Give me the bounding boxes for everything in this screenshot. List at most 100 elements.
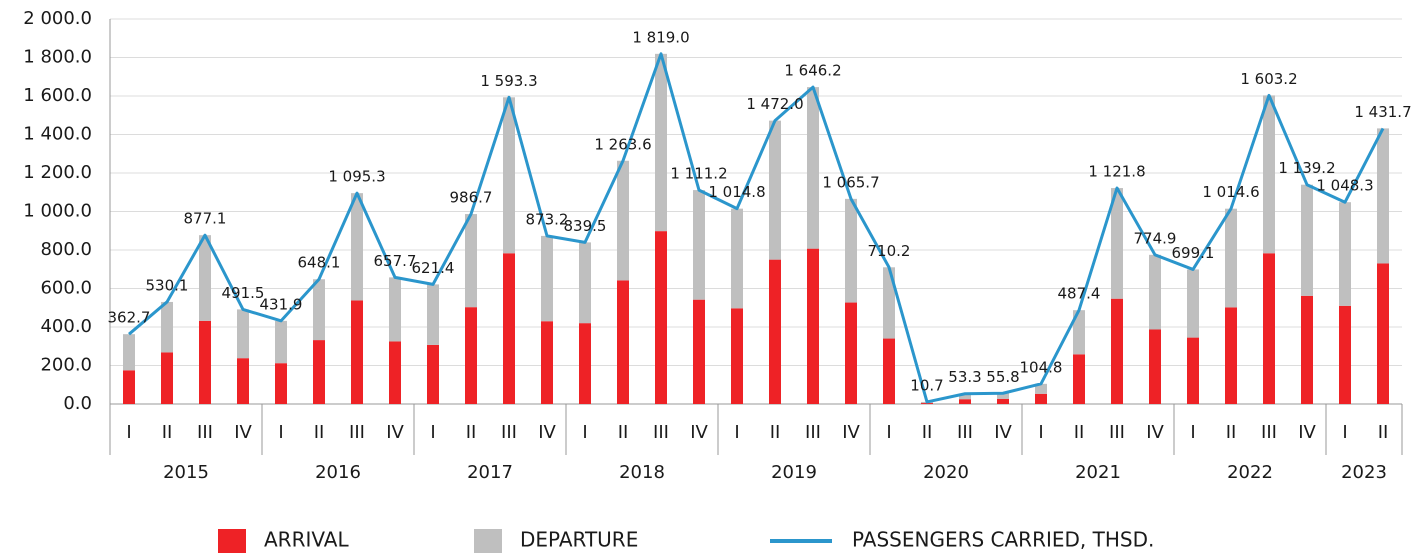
bar [1073, 354, 1085, 404]
bar [389, 341, 401, 404]
x-tick-label: I [886, 422, 891, 443]
bar [161, 301, 173, 353]
data-label: 1 603.2 [1240, 70, 1297, 88]
data-label: 53.3 [948, 368, 981, 386]
bar [1263, 95, 1275, 254]
y-tick-label: 2 000.0 [23, 8, 92, 29]
group-label: 2021 [1075, 462, 1121, 483]
x-tick-label: III [1109, 422, 1125, 443]
bar [731, 308, 743, 404]
x-tick-label: II [1378, 422, 1389, 443]
bar [123, 334, 135, 371]
bar [237, 358, 249, 404]
x-tick-label: I [1190, 422, 1195, 443]
data-label: 621.4 [412, 259, 455, 277]
x-tick-label: II [770, 422, 781, 443]
x-tick-label: I [126, 422, 131, 443]
data-label: 1 646.2 [784, 62, 841, 80]
x-tick-label: I [278, 422, 283, 443]
data-label: 774.9 [1134, 229, 1177, 247]
x-tick-label: IV [538, 422, 556, 443]
bar [313, 279, 325, 341]
data-label: 877.1 [184, 210, 227, 228]
legend-swatch [474, 529, 502, 553]
group-label: 2022 [1227, 462, 1273, 483]
x-tick-label: II [1226, 422, 1237, 443]
bar [541, 321, 553, 404]
data-label: 1 472.0 [746, 95, 803, 113]
legend-label: DEPARTURE [520, 528, 638, 552]
data-label: 431.9 [260, 295, 303, 313]
y-tick-label: 200.0 [40, 355, 92, 376]
x-tick-label: IV [842, 422, 860, 443]
bar [351, 300, 363, 404]
bar [1035, 393, 1047, 404]
bar [693, 190, 705, 300]
bar [1377, 263, 1389, 404]
x-tick-label: I [1342, 422, 1347, 443]
x-tick-label: III [501, 422, 517, 443]
bar [579, 242, 591, 324]
x-tick-label: III [349, 422, 365, 443]
data-label: 710.2 [868, 242, 911, 260]
bar [199, 235, 211, 321]
bar [503, 253, 515, 404]
data-label: 1 014.6 [1202, 183, 1259, 201]
data-label: 55.8 [986, 368, 1019, 386]
bar [237, 309, 249, 359]
x-tick-label: I [430, 422, 435, 443]
group-label: 2018 [619, 462, 665, 483]
bar [351, 193, 363, 301]
bar [123, 370, 135, 404]
data-label: 530.1 [146, 276, 189, 294]
y-tick-label: 1 800.0 [23, 47, 92, 68]
bar [541, 235, 553, 322]
bar [769, 120, 781, 260]
x-tick-label: III [653, 422, 669, 443]
y-tick-label: 1 400.0 [23, 124, 92, 145]
data-label: 1 065.7 [822, 173, 879, 191]
group-label: 2015 [163, 462, 209, 483]
data-label: 487.4 [1058, 285, 1101, 303]
data-label: 362.7 [108, 309, 151, 327]
bar [1339, 305, 1351, 404]
data-label: 873.2 [526, 210, 569, 228]
bar [275, 320, 287, 364]
x-tick-label: IV [386, 422, 404, 443]
bar [1225, 208, 1237, 308]
bar [427, 284, 439, 345]
data-label: 839.5 [564, 217, 607, 235]
bar [617, 160, 629, 281]
y-tick-label: 1 600.0 [23, 85, 92, 106]
bar [997, 393, 1009, 399]
y-tick-label: 800.0 [40, 239, 92, 260]
bar [1301, 184, 1313, 296]
x-tick-label: I [582, 422, 587, 443]
y-tick-label: 1 200.0 [23, 162, 92, 183]
data-label: 1 048.3 [1316, 177, 1373, 195]
x-tick-label: I [734, 422, 739, 443]
y-tick-label: 600.0 [40, 278, 92, 299]
bar [997, 398, 1009, 404]
x-tick-label: II [466, 422, 477, 443]
legend-swatch [218, 529, 246, 553]
bar [1187, 269, 1199, 338]
x-tick-label: IV [994, 422, 1012, 443]
y-tick-label: 0.0 [63, 393, 92, 414]
bar [465, 307, 477, 404]
bar [313, 340, 325, 404]
x-tick-label: II [922, 422, 933, 443]
bar [693, 299, 705, 404]
bar [731, 208, 743, 309]
x-tick-label: IV [690, 422, 708, 443]
bar [655, 231, 667, 404]
bar [655, 53, 667, 232]
bar [161, 352, 173, 404]
bar [1263, 253, 1275, 404]
data-label: 1 263.6 [594, 135, 651, 153]
bar [199, 320, 211, 404]
bar [389, 277, 401, 342]
data-label: 1 121.8 [1088, 163, 1145, 181]
x-tick-label: IV [1146, 422, 1164, 443]
